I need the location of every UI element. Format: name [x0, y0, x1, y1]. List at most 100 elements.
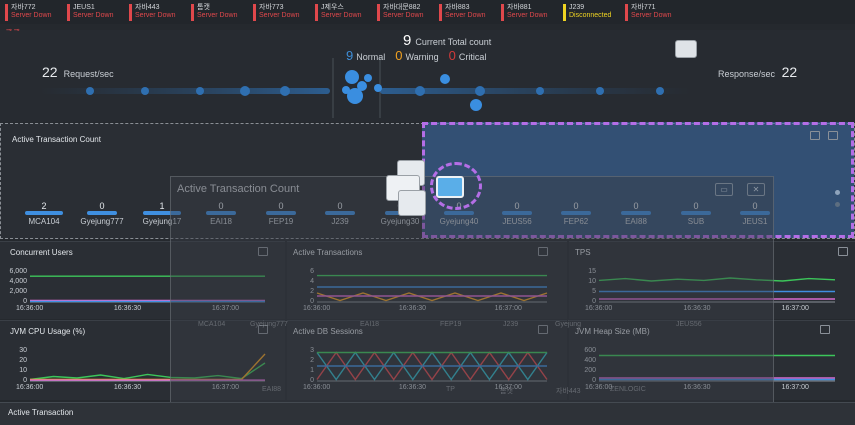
ghost-label: FEP19 [440, 321, 462, 328]
transaction-count-item[interactable]: 0 FEP62 [547, 201, 605, 226]
transaction-count-label: MCA104 [28, 217, 60, 226]
transaction-count-bar [444, 211, 474, 215]
y-tick-label: 0 [23, 377, 27, 384]
active-transaction-bar[interactable]: Active Transaction [0, 402, 855, 425]
transaction-count-bar [681, 211, 711, 215]
expand-icon[interactable] [538, 325, 548, 334]
x-tick-label: 16:37:00 [494, 305, 522, 312]
transaction-count-item[interactable]: 0 J239 [311, 201, 369, 226]
transaction-count-item[interactable]: 0 SUB [667, 201, 725, 226]
server-status-item[interactable]: 톰캣 Server Down [191, 4, 249, 21]
settings-icon[interactable] [810, 131, 820, 140]
y-tick-label: 10 [588, 278, 596, 285]
dialog-title: Active Transaction Count [177, 183, 300, 195]
transaction-count-label: JEUS56 [502, 217, 532, 226]
x-tick-label: 16:37:00 [494, 384, 522, 391]
transaction-count-bar [502, 211, 532, 215]
topology-flow-graphic [40, 58, 690, 118]
y-tick-label: 1 [310, 367, 314, 374]
transaction-count-item[interactable]: 0 EAI18 [192, 201, 250, 226]
transaction-count-item[interactable]: 0 Gyejung777 [73, 201, 131, 226]
y-tick-label: 6,000 [9, 268, 27, 275]
x-tick-label: 16:37:00 [781, 384, 809, 391]
transaction-count-item[interactable]: 2 MCA104 [15, 201, 73, 226]
transaction-count-item[interactable]: 0 JEUS56 [488, 201, 546, 226]
server-status-item[interactable]: J239 Disconnected [563, 4, 621, 21]
transaction-count-label: Gyejung17 [142, 217, 182, 226]
x-tick-label: 16:36:30 [113, 384, 142, 391]
server-status-item[interactable]: 자바881 Server Down [501, 4, 559, 21]
close-icon[interactable]: ✕ [747, 183, 765, 196]
line-chart [29, 353, 266, 382]
line-chart [316, 351, 548, 382]
y-tick-label: 4,000 [9, 278, 27, 285]
series-line [598, 277, 836, 282]
server-status-item[interactable]: 자바443 Server Down [129, 4, 187, 21]
critical-count: 0 Critical [448, 48, 487, 63]
drop-target-circle [430, 162, 482, 210]
x-tick-label: 16:36:00 [303, 384, 331, 391]
topology-map [0, 30, 855, 122]
ghost-label: EAI18 [360, 321, 380, 328]
server-status-item[interactable]: J제우스 Server Down [315, 4, 373, 21]
transaction-count-value: 0 [752, 201, 758, 211]
x-tick-label: 16:36:30 [398, 305, 427, 312]
server-status-item[interactable]: JEUS1 Server Down [67, 4, 125, 21]
transaction-count-item[interactable]: 0 EAI88 [607, 201, 665, 226]
drop-zone-highlight[interactable] [422, 122, 854, 238]
transaction-count-value: 0 [693, 201, 699, 211]
panel-title: Active DB Sessions [293, 327, 363, 336]
transaction-count-item[interactable]: 0 FEP19 [252, 201, 310, 226]
ghost-label: MCA104 [198, 321, 226, 328]
panel-title: Active Transactions [293, 248, 363, 257]
line-chart [30, 275, 265, 303]
dragged-panel-preview[interactable]: Active Transaction Count ▭ ✕ [170, 176, 774, 420]
server-status-item[interactable]: 자바772 Server Down [5, 4, 63, 21]
server-node-icon[interactable] [675, 40, 697, 58]
y-tick-label: 400 [584, 357, 596, 364]
transaction-count-value: 0 [218, 201, 224, 211]
server-status-item[interactable]: 자바대문882 Server Down [377, 4, 435, 21]
concurrent-users-panel [0, 241, 285, 319]
expand-icon[interactable] [258, 325, 268, 334]
series-line [29, 362, 266, 381]
expand-icon[interactable] [258, 247, 268, 256]
server-status-item[interactable]: 자바883 Server Down [439, 4, 497, 21]
y-tick-label: 6 [310, 268, 314, 275]
transaction-count-item[interactable]: 1 Gyejung17 [133, 201, 191, 226]
transaction-count-value: 2 [41, 201, 47, 211]
transaction-count-label: FEP62 [563, 217, 589, 226]
alert-indicator: ⊸ ⊸ [6, 27, 20, 34]
transaction-count-bar [25, 211, 63, 215]
x-tick-label: 16:36:00 [303, 305, 331, 312]
request-rate: 22 Request/sec [42, 64, 114, 80]
restore-icon[interactable]: ▭ [715, 183, 733, 196]
expand-icon[interactable] [828, 131, 838, 140]
panel-title: TPS [575, 248, 591, 257]
y-tick-label: 600 [584, 347, 596, 354]
transaction-count-bar [561, 211, 591, 215]
transaction-count-bar [740, 211, 770, 215]
transaction-count-bar [325, 211, 355, 215]
server-status-item[interactable]: 자바773 Server Down [253, 4, 311, 21]
x-tick-label: 16:36:30 [398, 384, 427, 391]
y-tick-label: 2 [310, 288, 314, 295]
y-tick-label: 10 [19, 367, 27, 374]
transaction-count-label: FEP19 [268, 217, 294, 226]
expand-icon[interactable] [838, 247, 848, 256]
expand-icon[interactable] [538, 247, 548, 256]
panel-title: Concurrent Users [10, 248, 73, 257]
x-tick-label: 16:36:00 [585, 305, 613, 312]
transaction-count-value: 0 [278, 201, 284, 211]
panel-title: JVM Heap Size (MB) [575, 327, 650, 336]
transaction-count-bar [143, 211, 181, 215]
expand-icon[interactable] [820, 325, 830, 334]
transaction-count-item[interactable]: 0 JEUS1 [726, 201, 784, 226]
pager-dot[interactable] [835, 202, 840, 207]
x-tick-label: 16:37:00 [781, 305, 809, 312]
y-tick-label: 0 [310, 298, 314, 305]
transaction-count-value: 0 [337, 201, 343, 211]
pager-dot[interactable] [835, 190, 840, 195]
transaction-count-bar [266, 211, 296, 215]
server-status-item[interactable]: 자바771 Server Down [625, 4, 683, 21]
